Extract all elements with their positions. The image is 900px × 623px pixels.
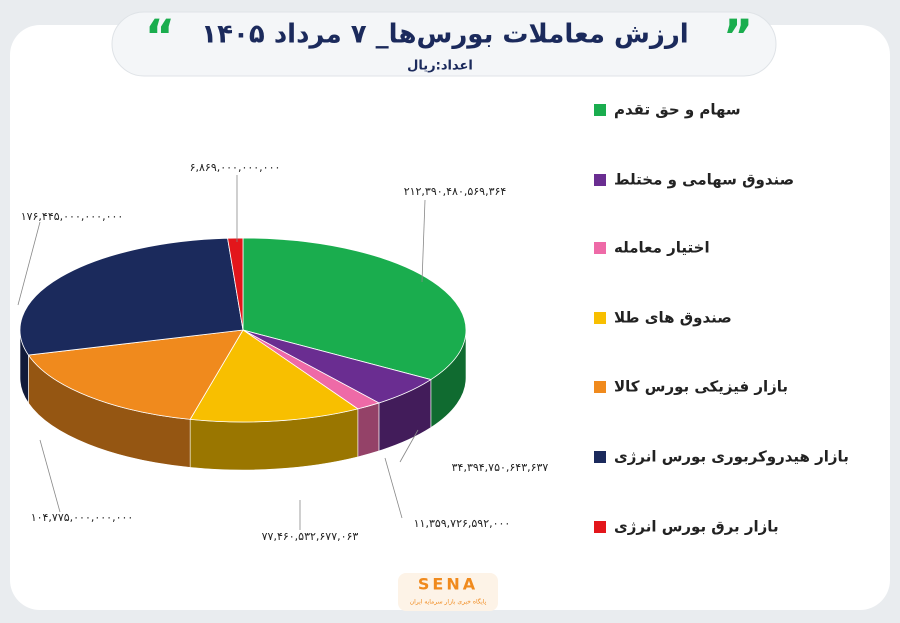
value-label: ۲۱۲,۳۹۰,۴۸۰,۵۶۹,۳۶۴ xyxy=(404,185,507,198)
legend-label: بازار هیدروکربوری بورس انرژی xyxy=(614,448,849,466)
legend-swatch xyxy=(594,451,606,463)
legend-swatch xyxy=(594,521,606,533)
legend-swatch xyxy=(594,312,606,324)
value-label: ۱۱,۳۵۹,۷۲۶,۵۹۲,۰۰۰ xyxy=(414,517,511,530)
slice xyxy=(189,329,359,423)
legend-label: بازار فیزیکی بورس کالا xyxy=(614,378,788,396)
logo-tagline: پایگاه خبری بازار سرمایه ایران xyxy=(410,598,487,606)
value-label: ۶,۸۶۹,۰۰۰,۰۰۰,۰۰۰ xyxy=(190,161,281,174)
leader-line xyxy=(384,457,403,519)
slice xyxy=(242,237,467,380)
legend-label: سهام و حق تقدم xyxy=(614,101,741,119)
legend-swatch xyxy=(594,242,606,254)
legend-swatch xyxy=(594,104,606,116)
legend-swatch xyxy=(594,381,606,393)
chart-title: ارزش معاملات بورس‌ها_ ۷ مرداد ۱۴۰۵ xyxy=(201,20,688,50)
logo-box xyxy=(398,573,498,611)
value-label: ۳۴,۳۹۴,۷۵۰,۶۴۳,۶۳۷ xyxy=(452,461,549,474)
leader-line xyxy=(421,199,426,283)
value-label: ۱۰۴,۷۷۵,۰۰۰,۰۰۰,۰۰۰ xyxy=(31,511,134,524)
leader-line xyxy=(39,439,61,513)
title-pill xyxy=(111,11,777,77)
legend-swatch xyxy=(594,174,606,186)
legend-label: صندوق سهامی و مختلط xyxy=(614,171,794,189)
slice-side xyxy=(357,402,380,458)
legend-label: صندوق های طلا xyxy=(614,309,732,327)
logo: SENA xyxy=(418,575,478,594)
subtitle: اعداد:ریال xyxy=(407,59,473,74)
value-label: ۷۷,۴۶۰,۵۳۲,۶۷۷,۰۶۳ xyxy=(262,530,359,543)
value-label: ۱۷۶,۴۴۵,۰۰۰,۰۰۰,۰۰۰ xyxy=(21,210,124,223)
legend-label: اختیار معامله xyxy=(614,239,710,257)
quote-right: ” xyxy=(723,10,753,64)
legend-label: بازار برق بورس انرژی xyxy=(614,518,779,536)
quote-left: “ xyxy=(145,10,175,64)
slice xyxy=(19,237,244,356)
slice xyxy=(227,237,244,331)
leader-line xyxy=(399,429,419,463)
leader-line xyxy=(17,221,41,306)
slice xyxy=(27,329,244,420)
